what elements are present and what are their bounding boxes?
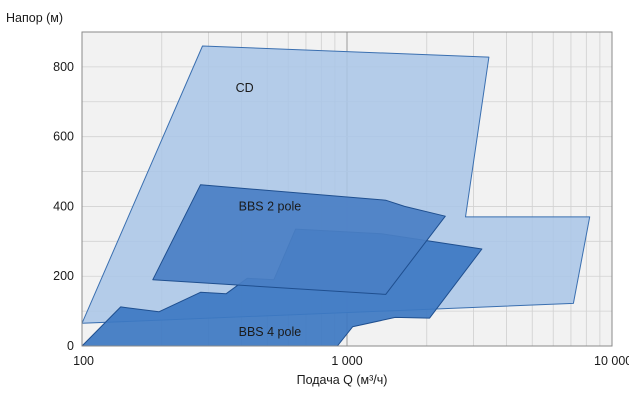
series-layer: CD BBS 4 pole BBS 2 pole [81, 45, 591, 347]
x-tick-label: 1 000 [331, 354, 362, 368]
y-tick-label: 400 [53, 199, 74, 213]
x-axis-label: Подача Q (м³/ч) [297, 373, 388, 387]
y-tick-label: 200 [53, 269, 74, 283]
series-label-bbs-4-pole: BBS 4 pole [239, 325, 302, 339]
y-axis-label: Напор (м) [6, 11, 63, 25]
series-label-cd: CD [236, 81, 254, 95]
x-tick-label: 100 [73, 354, 94, 368]
y-tick-label: 600 [53, 130, 74, 144]
y-tick-label: 800 [53, 60, 74, 74]
series-label-bbs-2-pole: BBS 2 pole [239, 199, 302, 213]
plot-frame [81, 31, 613, 347]
axes: 0 200 400 600 800 100 1 000 10 000 [53, 31, 629, 368]
series-area-bbs-2-pole [152, 184, 446, 295]
x-tick-label: 10 000 [594, 354, 629, 368]
y-tick-label: 0 [67, 339, 74, 353]
